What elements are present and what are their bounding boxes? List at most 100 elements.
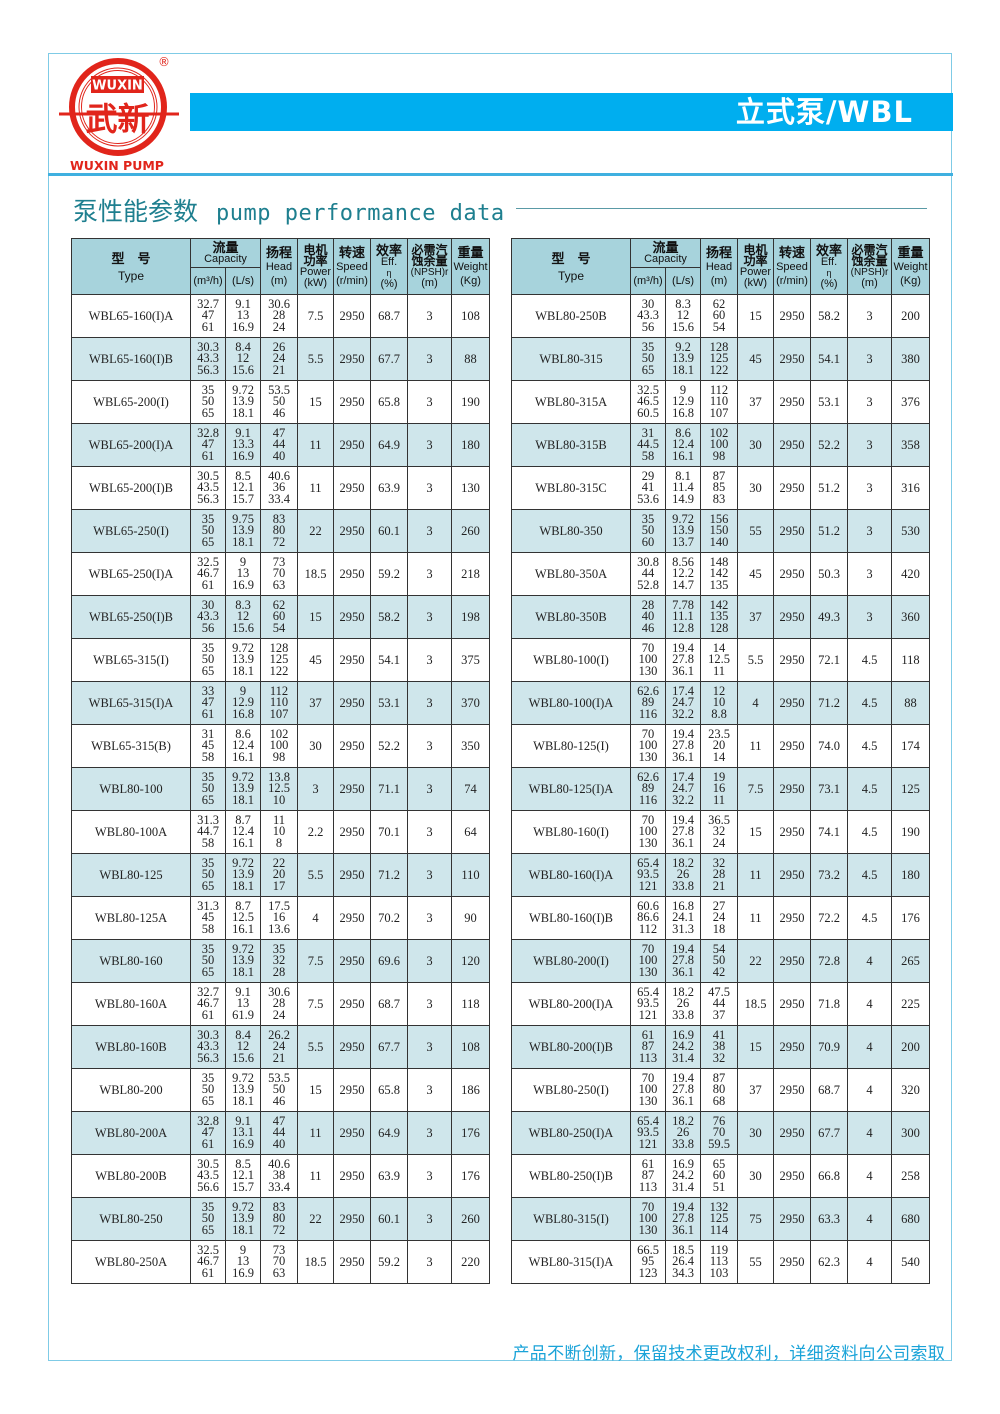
cell-type: WBL80-160(I)B <box>511 896 631 940</box>
cell-value: 17.5 <box>268 898 290 913</box>
cell-value: 53.6 <box>637 491 659 506</box>
cell-value: 50 <box>201 867 215 882</box>
cell-weight: 260 <box>451 509 490 553</box>
cell-weight: 375 <box>451 638 490 682</box>
cell-value: 50 <box>201 781 215 796</box>
cell-value: 9.1 <box>235 296 251 311</box>
cell-head: 40.6 36 33.4 <box>260 466 298 510</box>
cell-type: WBL65-250(I)A <box>71 552 191 596</box>
cell-capacity-m3h: 35 50 60 <box>630 509 666 553</box>
cell-value: 35 <box>201 382 215 397</box>
registered-mark: ® <box>158 55 170 69</box>
cell-value: 114 <box>709 1222 729 1237</box>
cell-value: 47 <box>201 437 215 452</box>
cell-capacity-m3h: 65.4 93.5 121 <box>630 853 666 897</box>
cell-value: 46 <box>272 405 286 420</box>
cell-value: 9.72 <box>232 769 254 784</box>
cell-value: 30.8 <box>637 554 659 569</box>
cell-efficiency: 73.2 <box>810 853 848 897</box>
cell-value: 95 <box>641 1254 655 1269</box>
table-row: WBL80-125A 31.3 45 58 8.7 12.5 16.1 17.5 16 13.6 4… <box>71 896 490 940</box>
cell-head: 76 70 59.5 <box>700 1111 738 1155</box>
cell-value: 65 <box>201 1093 215 1108</box>
cell-capacity-m3h: 62.6 89 116 <box>630 767 666 811</box>
cell-capacity-ls: 8.6 12.4 16.1 <box>665 423 701 467</box>
cell-value: 36.1 <box>672 1093 694 1108</box>
cell-power: 37 <box>297 681 334 725</box>
cell-value: 45 <box>201 910 215 925</box>
cell-value: 50 <box>201 394 215 409</box>
cell-capacity-m3h: 70 100 130 <box>630 939 666 983</box>
cell-power: 30 <box>297 724 334 768</box>
cell-efficiency: 72.8 <box>810 939 848 983</box>
cell-value: 36.1 <box>672 835 694 850</box>
table-row: WBL80-100A 31.3 44.7 58 8.7 12.4 16.1 11 10 8 2.2 2… <box>71 810 490 854</box>
cell-weight: 220 <box>451 1240 490 1284</box>
cell-value: 18.5 <box>672 1242 694 1257</box>
cell-value: 35 <box>201 941 215 956</box>
cell-value: 30.3 <box>197 1027 219 1042</box>
cell-npsh: 3 <box>847 595 892 639</box>
cell-npsh: 4 <box>847 1025 892 1069</box>
cell-capacity-m3h: 61 87 113 <box>630 1025 666 1069</box>
cell-capacity-m3h: 30.3 43.3 56.3 <box>190 1025 226 1069</box>
cell-head: 65 60 51 <box>700 1154 738 1198</box>
section-title-cn: 泵性能参数 <box>73 197 199 226</box>
cell-value: 9.72 <box>232 640 254 655</box>
cell-power: 22 <box>737 939 774 983</box>
cell-value: 46.7 <box>197 566 219 581</box>
cell-value: 70 <box>641 941 655 956</box>
cell-capacity-m3h: 62.6 89 116 <box>630 681 666 725</box>
cell-efficiency: 60.1 <box>370 509 408 553</box>
cell-capacity-m3h: 28 40 46 <box>630 595 666 639</box>
cell-value: 50 <box>201 1082 215 1097</box>
cell-npsh: 3 <box>407 681 452 725</box>
cell-power: 15 <box>737 294 774 338</box>
cell-value: 70 <box>641 726 655 741</box>
cell-npsh: 4.5 <box>847 767 892 811</box>
cell-value: 16.8 <box>672 405 694 420</box>
cell-power: 7.5 <box>297 982 334 1026</box>
cell-capacity-m3h: 32.5 46.7 61 <box>190 552 226 596</box>
cell-value: 32 <box>712 824 726 839</box>
cell-value: 73 <box>272 554 286 569</box>
cell-weight: 176 <box>891 896 930 940</box>
cell-capacity-ls: 7.78 11.1 12.8 <box>665 595 701 639</box>
cell-efficiency: 51.2 <box>810 466 848 510</box>
cell-value: 27.8 <box>672 1211 694 1226</box>
cell-speed: 2950 <box>773 681 811 725</box>
cell-value: 12.1 <box>232 1168 254 1183</box>
header-capacity-m3h: (m³/h) <box>630 267 666 295</box>
cell-value: 61 <box>641 1156 655 1171</box>
cell-value: 35 <box>641 339 655 354</box>
cell-value: 18.1 <box>232 792 254 807</box>
cell-weight: 176 <box>451 1154 490 1198</box>
cell-value: 31.4 <box>672 1179 694 1194</box>
cell-value: 61 <box>641 1027 655 1042</box>
cell-value: 18.2 <box>672 1113 694 1128</box>
cell-efficiency: 71.2 <box>810 681 848 725</box>
cell-capacity-ls: 19.4 27.8 36.1 <box>665 1197 701 1241</box>
cell-value: 43.3 <box>197 351 219 366</box>
page-title: 立式泵/WBL <box>735 95 913 129</box>
cell-power: 5.5 <box>737 638 774 682</box>
cell-efficiency: 68.7 <box>370 982 408 1026</box>
cell-head: 148 142 135 <box>700 552 738 596</box>
cell-weight: 118 <box>891 638 930 682</box>
cell-value: 32 <box>712 1050 726 1065</box>
cell-head: 32 28 21 <box>700 853 738 897</box>
cell-value: 41 <box>712 1027 726 1042</box>
cell-power: 45 <box>297 638 334 682</box>
cell-value: 8.7 <box>235 898 251 913</box>
cell-head: 13.8 12.5 10 <box>260 767 298 811</box>
cell-value: 65 <box>201 663 215 678</box>
cell-npsh: 4 <box>847 1240 892 1284</box>
cell-value: 8.7 <box>235 812 251 827</box>
cell-value: 35 <box>201 511 215 526</box>
cell-power: 3 <box>297 767 334 811</box>
cell-speed: 2950 <box>773 466 811 510</box>
cell-value: 13.9 <box>232 867 254 882</box>
cell-head: 132 125 114 <box>700 1197 738 1241</box>
cell-speed: 2950 <box>773 982 811 1026</box>
cell-capacity-ls: 8.4 12 15.6 <box>225 1025 261 1069</box>
